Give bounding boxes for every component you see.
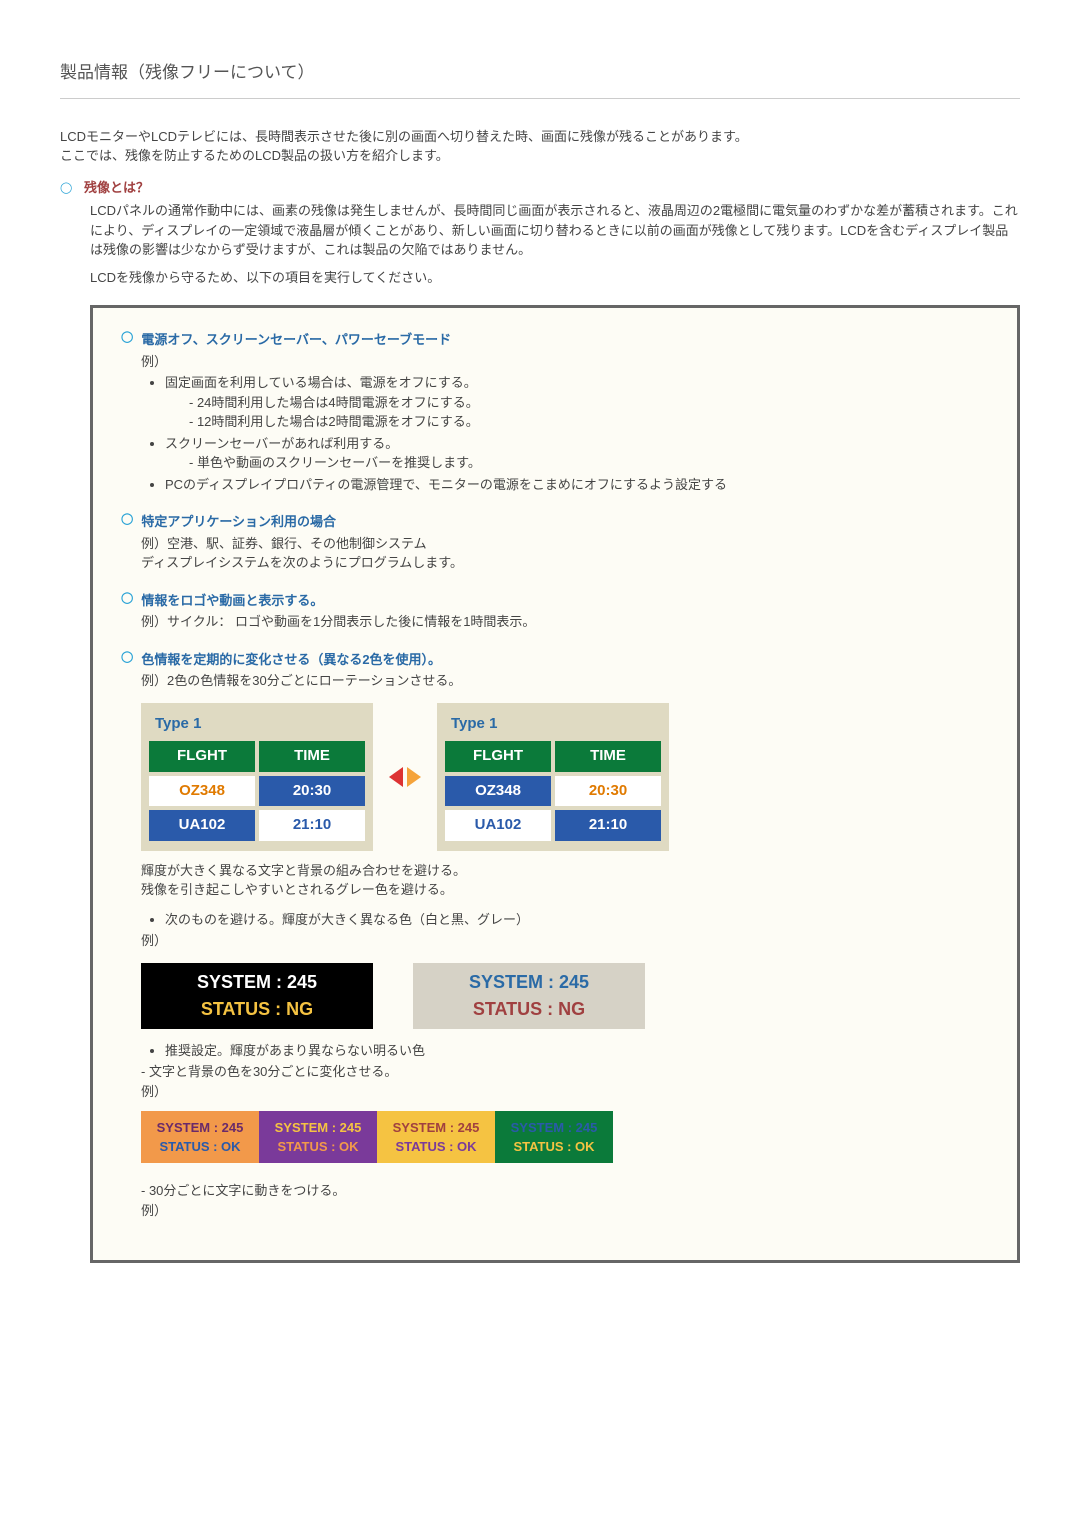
ok-purple-box: SYSTEM : 245 STATUS : OK [259, 1111, 377, 1163]
bullet-icon: ◯ [60, 182, 72, 194]
intro-line-2: ここでは、残像を防止するためのLCD製品の扱い方を紹介します。 [60, 146, 1020, 166]
cell-2110: 21:10 [555, 810, 661, 841]
app-example: 例）空港、駅、証券、銀行、その他制御システム [141, 534, 989, 554]
type-block-right: Type 1 FLGHT TIME OZ348 20:30 UA102 21:1 [437, 703, 669, 851]
example-label: 例） [141, 1201, 989, 1221]
content-box: ◯ 電源オフ、スクリーンセーバー、パワーセーブモード 例） 固定画面を利用してい… [90, 305, 1020, 1263]
ok-l1: SYSTEM : 245 [157, 1118, 244, 1138]
ok-green-box: SYSTEM : 245 STATUS : OK [495, 1111, 613, 1163]
type-label: Type 1 [445, 711, 661, 742]
avoid-bullet: 次のものを避ける。輝度が大きく異なる色（白と黒、グレー） [165, 910, 989, 930]
bad-gray-box: SYSTEM : 245 STATUS : NG [413, 963, 645, 1029]
bad-black-box: SYSTEM : 245 STATUS : NG [141, 963, 373, 1029]
sys-l1: SYSTEM : 245 [469, 969, 589, 996]
section-logo: ◯ 情報をロゴや動画と表示する。 例）サイクル： ロゴや動画を1分間表示した後に… [121, 591, 989, 632]
type-block-left: Type 1 FLGHT TIME OZ348 20:30 UA102 21:1 [141, 703, 373, 851]
intro-block: LCDモニターやLCDテレビには、長時間表示させた後に別の画面へ切り替えた時、画… [60, 127, 1020, 166]
sys-l2: STATUS : NG [201, 996, 313, 1023]
sub-12h: - 12時間利用した場合は2時間電源をオフにする。 [189, 412, 989, 432]
question-note: LCDを残像から守るため、以下の項目を実行してください。 [90, 268, 1020, 288]
example-label: 例） [141, 931, 989, 951]
section-application: ◯ 特定アプリケーション利用の場合 例）空港、駅、証券、銀行、その他制御システム… [121, 512, 989, 573]
example-label: 例） [141, 352, 989, 372]
sub-ss: - 単色や動画のスクリーンセーバーを推奨します。 [189, 453, 989, 473]
section-title: 情報をロゴや動画と表示する。 [141, 591, 323, 611]
cell-ua102: UA102 [445, 810, 551, 841]
cell-oz348: OZ348 [445, 776, 551, 807]
bad-example-row: SYSTEM : 245 STATUS : NG SYSTEM : 245 ST… [141, 963, 989, 1029]
arrow-left-icon [389, 767, 403, 787]
page-title: 製品情報（残像フリーについて） [60, 60, 1020, 98]
ok-l1: SYSTEM : 245 [511, 1118, 598, 1138]
sys-l1: SYSTEM : 245 [197, 969, 317, 996]
arrow-right-icon [407, 767, 421, 787]
ok-l2: STATUS : OK [395, 1137, 476, 1157]
type-comparison-row: Type 1 FLGHT TIME OZ348 20:30 UA102 21:1 [141, 703, 989, 851]
avoid-contrast: 輝度が大きく異なる文字と背景の組み合わせを避ける。 [141, 861, 989, 881]
bullet-screensaver: スクリーンセーバーがあれば利用する。 - 単色や動画のスクリーンセーバーを推奨し… [165, 434, 989, 473]
swap-arrows [389, 767, 421, 787]
cell-2110: 21:10 [259, 810, 365, 841]
cell-ua102: UA102 [149, 810, 255, 841]
section-color-rotate: ◯ 色情報を定期的に変化させる（異なる2色を使用）。 例）2色の色情報を30分ご… [121, 650, 989, 1221]
bullet-icon: ◯ [121, 649, 133, 669]
question-title: 残像とは？ [84, 180, 149, 195]
bullet-fixed-screen: 固定画面を利用している場合は、電源をオフにする。 - 24時間利用した場合は4時… [165, 373, 989, 432]
logo-cycle: 例）サイクル： ロゴや動画を1分間表示した後に情報を1時間表示。 [141, 612, 989, 632]
ok-l2: STATUS : OK [159, 1137, 240, 1157]
avoid-gray: 残像を引き起こしやすいとされるグレー色を避ける。 [141, 880, 989, 900]
ok-l1: SYSTEM : 245 [393, 1118, 480, 1138]
cell-2030: 20:30 [555, 776, 661, 807]
app-program: ディスプレイシステムを次のようにプログラムします。 [141, 553, 989, 573]
example-label: 例） [141, 1082, 989, 1102]
type-label: Type 1 [149, 711, 365, 742]
th-time: TIME [259, 741, 365, 772]
ok-orange-box: SYSTEM : 245 STATUS : OK [141, 1111, 259, 1163]
good-example-row: SYSTEM : 245 STATUS : OK SYSTEM : 245 ST… [141, 1111, 989, 1163]
bullet-pc-power: PCのディスプレイプロパティの電源管理で、モニターの電源をこまめにオフにするよう… [165, 475, 989, 495]
question-section: ◯ 残像とは？ LCDパネルの通常作動中には、画素の残像は発生しませんが、長時間… [60, 178, 1020, 288]
section-title: 特定アプリケーション利用の場合 [141, 512, 336, 532]
cell-oz348: OZ348 [149, 776, 255, 807]
ok-l2: STATUS : OK [513, 1137, 594, 1157]
sys-l2: STATUS : NG [473, 996, 585, 1023]
recommend-bullet: 推奨設定。輝度があまり異ならない明るい色 [165, 1041, 989, 1061]
rotate-example: 例）2色の色情報を30分ごとにローテーションさせる。 [141, 671, 989, 691]
th-time: TIME [555, 741, 661, 772]
th-flight: FLGHT [149, 741, 255, 772]
cell-2030: 20:30 [259, 776, 365, 807]
sub-24h: - 24時間利用した場合は4時間電源をオフにする。 [189, 393, 989, 413]
section-title: 色情報を定期的に変化させる（異なる2色を使用）。 [141, 650, 441, 670]
recommend-rotate: - 文字と背景の色を30分ごとに変化させる。 [141, 1062, 989, 1082]
section-power-off: ◯ 電源オフ、スクリーンセーバー、パワーセーブモード 例） 固定画面を利用してい… [121, 330, 989, 494]
question-body: LCDパネルの通常作動中には、画素の残像は発生しませんが、長時間同じ画面が表示さ… [90, 201, 1020, 260]
ok-l1: SYSTEM : 245 [275, 1118, 362, 1138]
title-divider [60, 98, 1020, 99]
bullet-icon: ◯ [121, 511, 133, 531]
bullet-icon: ◯ [121, 329, 133, 349]
ok-yellow-box: SYSTEM : 245 STATUS : OK [377, 1111, 495, 1163]
ok-l2: STATUS : OK [277, 1137, 358, 1157]
intro-line-1: LCDモニターやLCDテレビには、長時間表示させた後に別の画面へ切り替えた時、画… [60, 127, 1020, 147]
th-flight: FLGHT [445, 741, 551, 772]
bullet-icon: ◯ [121, 590, 133, 610]
move-text: - 30分ごとに文字に動きをつける。 [141, 1181, 989, 1201]
section-title: 電源オフ、スクリーンセーバー、パワーセーブモード [141, 330, 451, 350]
